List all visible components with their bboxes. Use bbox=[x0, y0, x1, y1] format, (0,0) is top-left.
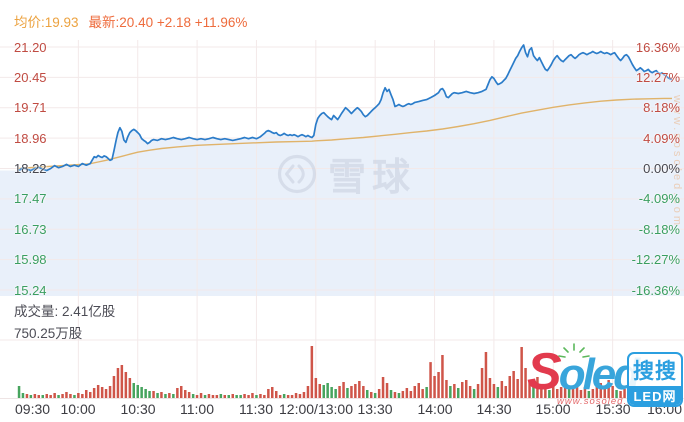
time-axis-label: 11:00 bbox=[180, 401, 214, 417]
sun-rays-icon bbox=[558, 343, 590, 358]
percent-tick-label: -8.18% bbox=[638, 222, 680, 237]
xueqiu-watermark: 雪球 bbox=[276, 146, 416, 201]
time-axis-label: 13:30 bbox=[357, 401, 393, 417]
soled-logo-oled: oled bbox=[558, 350, 640, 399]
latest-price-label: 最新:20.40 +2.18 +11.96% bbox=[88, 15, 248, 30]
time-axis-label: 11:30 bbox=[239, 401, 273, 417]
time-axis-label: 10:30 bbox=[120, 401, 156, 417]
price-tick-label: 15.24 bbox=[14, 283, 47, 298]
soled-logo-s: S bbox=[527, 343, 562, 401]
percent-tick-label: -4.09% bbox=[638, 191, 680, 206]
vertical-url-watermark: www.sosoled.com bbox=[671, 95, 683, 229]
average-price-label: 均价:19.93 bbox=[14, 15, 79, 30]
percent-tick-label: 16.36% bbox=[635, 40, 680, 55]
price-tick-label: 15.98 bbox=[14, 252, 47, 267]
price-tick-label: 20.45 bbox=[14, 70, 47, 85]
quote-header: 均价:19.93 最新:20.40 +2.18 +11.96% bbox=[14, 11, 247, 31]
price-tick-label: 17.47 bbox=[14, 191, 47, 206]
price-tick-label: 18.22 bbox=[14, 161, 47, 176]
xueqiu-watermark-text: 雪球 bbox=[328, 157, 417, 199]
badge-bottom-text: LED网 bbox=[629, 386, 681, 405]
percent-tick-label: 8.18% bbox=[643, 100, 680, 115]
time-axis-label: 15:00 bbox=[535, 401, 571, 417]
xueqiu-logo-icon bbox=[277, 154, 317, 193]
sousou-led-badge: 搜搜 LED网 bbox=[627, 352, 683, 407]
price-tick-label: 21.20 bbox=[14, 40, 47, 55]
time-axis-label: 14:00 bbox=[417, 401, 453, 417]
time-axis-label: 14:30 bbox=[476, 401, 512, 417]
percent-tick-label: 12.27% bbox=[635, 70, 680, 85]
price-tick-label: 19.71 bbox=[14, 100, 47, 115]
time-axis-label: 09:30 bbox=[15, 401, 51, 417]
price-tick-label: 16.73 bbox=[14, 222, 47, 237]
time-axis-label: 15:30 bbox=[595, 401, 631, 417]
price-tick-label: 18.96 bbox=[14, 131, 47, 146]
volume-title: 成交量: 2.41亿股 bbox=[14, 304, 116, 319]
volume-scale-label: 750.25万股 bbox=[14, 326, 83, 341]
time-axis-label: 10:00 bbox=[60, 401, 96, 417]
percent-tick-label: -12.27% bbox=[631, 252, 680, 267]
percent-tick-label: 0.00% bbox=[643, 161, 680, 176]
soled-logo-text: Soled bbox=[527, 343, 640, 401]
time-axis-label: 12:00/13:00 bbox=[279, 401, 353, 417]
sosoled-watermark: Soled www.sosoled.com 搜搜 LED网 bbox=[527, 343, 684, 416]
percent-tick-label: -16.36% bbox=[631, 283, 680, 298]
badge-top-text: 搜搜 bbox=[633, 360, 677, 383]
soled-url-text: www.sosoled.com bbox=[557, 396, 649, 407]
percent-tick-label: 4.09% bbox=[643, 131, 680, 146]
